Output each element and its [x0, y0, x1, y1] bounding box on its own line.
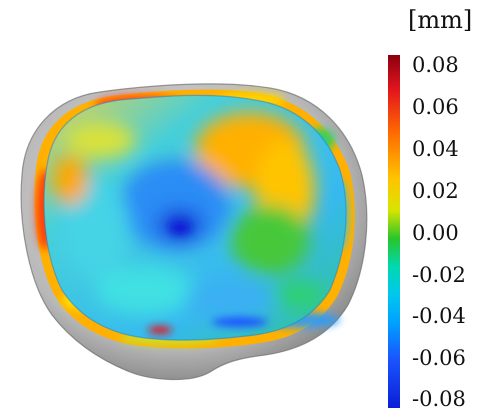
legend-tick: -0.02: [412, 263, 466, 287]
legend-tick: 0.04: [412, 137, 459, 161]
color-scale-bar: [388, 55, 400, 408]
legend-tick: 0.00: [412, 221, 459, 245]
legend-tick: 0.08: [412, 53, 459, 77]
legend-tick: 0.02: [412, 179, 459, 203]
occlusal-surface: [44, 95, 347, 341]
legend-tick: -0.06: [412, 346, 466, 370]
legend-tick: 0.06: [412, 95, 459, 119]
legend-tick: -0.08: [412, 387, 466, 411]
legend-unit: [mm]: [408, 6, 473, 34]
legend-tick: -0.04: [412, 304, 466, 328]
